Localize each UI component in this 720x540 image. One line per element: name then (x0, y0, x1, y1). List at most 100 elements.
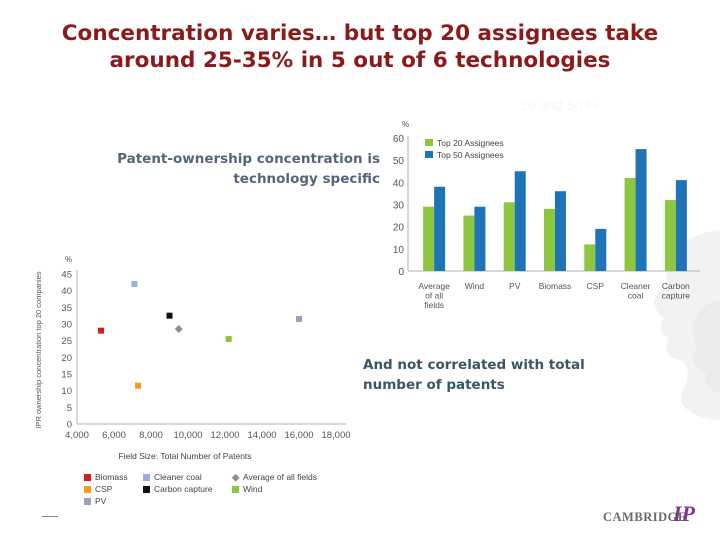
bar-green (584, 244, 596, 271)
bar-category-label-line: Wind (465, 281, 485, 291)
scatter-legend-swatch (231, 473, 240, 482)
bar-blue (635, 149, 647, 271)
scatter-y-tick-label: 0 (67, 420, 72, 431)
scatter-legend-swatch (84, 474, 91, 481)
ghost-text: 20 and 50 Fi (520, 97, 598, 113)
scatter-legend-label: Cleaner coal (154, 472, 202, 482)
bar-blue (555, 191, 566, 271)
scatter-x-tick-label: 16,000 (284, 430, 313, 441)
scatter-x-tick-label: 6,000 (102, 430, 126, 441)
bar-blue (595, 228, 607, 271)
bar-category-label-line: Average (418, 281, 450, 291)
scatter-x-tick-label: 4,000 (65, 430, 89, 441)
scatter-legend-swatch (84, 486, 91, 493)
scatter-y-tick-label: 40 (61, 286, 72, 297)
title-line-1: Concentration varies… but top 20 assigne… (61, 21, 659, 46)
bar-category-label-line: PV (509, 281, 521, 291)
scatter-x-tick-label: 18,000 (321, 430, 350, 441)
bar-blue (514, 171, 526, 271)
scatter-point (98, 327, 105, 334)
scatter-y-tick-label: 45 (61, 270, 72, 281)
bar-y-tick-label: 20 (393, 223, 405, 234)
scatter-point (166, 312, 173, 319)
title-line-2: around 25-35% in 5 out of 6 technologies (109, 48, 611, 73)
scatter-unit-label: % (65, 255, 72, 264)
bar-category-label-line: capture (662, 291, 691, 301)
scatter-y-axis-title: IPR ownership concentration top 20 compa… (34, 271, 43, 428)
bar-legend-label: Top 50 Assignees (437, 150, 504, 160)
bar-y-tick-label: 0 (398, 267, 404, 278)
scatter-y-tick-label: 10 (61, 386, 72, 397)
bar-green (423, 206, 435, 271)
caption-line-2: technology specific (233, 171, 380, 187)
bar-green (503, 202, 515, 271)
bar-category-label: CSP (587, 281, 605, 291)
scatter-legend-label: PV (95, 496, 107, 506)
scatter-x-tick-label: 12,000 (210, 430, 239, 441)
bar-legend-label: Top 20 Assignees (437, 138, 504, 148)
caption-line-1: Patent-ownership concentration is (117, 151, 380, 167)
footer-mark (42, 516, 58, 517)
scatter-legend-label: Average of all fields (243, 472, 317, 482)
scatter-legend-label: CSP (95, 484, 113, 494)
bar-category-label: Carbon capture (662, 281, 691, 301)
bar-category-label-line: of all (425, 291, 443, 301)
scatter-point (225, 336, 232, 342)
scatter-legend-label: Biomass (95, 472, 128, 482)
correlation-line-1: And not correlated with total (363, 357, 585, 373)
bar-category-label: Average of all fields (418, 281, 450, 310)
bar-legend-swatch (425, 139, 433, 146)
scatter-legend-label: Wind (243, 484, 263, 494)
cambridge-ip-logo: CAMBRIDGE IP (598, 498, 710, 538)
bar-category-label-line: CSP (587, 281, 605, 291)
scatter-point (131, 281, 138, 287)
scatter-x-axis-title: Field Size: Total Number of Patents (118, 451, 251, 461)
scatter-y-tick-label: 35 (61, 303, 72, 314)
bar-category-label: Biomass (539, 281, 572, 291)
logo-text: CAMBRIDGE (603, 510, 687, 524)
slide-title: Concentration varies… but top 20 assigne… (10, 20, 710, 74)
bar-y-tick-label: 60 (393, 134, 405, 145)
scatter-x-tick-label: 10,000 (173, 430, 202, 441)
bar-category-label-line: Carbon (662, 281, 690, 291)
scatter-y-tick-label: 25 (61, 336, 72, 347)
bar-green (624, 177, 636, 271)
scatter-point (135, 382, 142, 389)
bar-green (664, 200, 676, 271)
scatter-y-tick-label: 30 (61, 320, 72, 331)
scatter-x-tick-label: 8,000 (139, 430, 163, 441)
bar-green (463, 215, 475, 271)
concentration-caption: Patent-ownership concentration is techno… (40, 149, 380, 189)
scatter-legend-swatch (143, 486, 150, 493)
scatter-point (296, 316, 302, 322)
scatter-legend-swatch (84, 498, 91, 505)
scatter-legend-swatch (143, 474, 150, 481)
bar-blue (675, 180, 687, 271)
bar-category-label: Wind (465, 281, 485, 291)
bar-category-label-line: coal (628, 291, 644, 301)
scatter-y-tick-label: 5 (67, 403, 72, 414)
bar-blue (474, 206, 486, 271)
bar-category-label-line: fields (424, 300, 444, 310)
scatter-x-tick-label: 14,000 (247, 430, 276, 441)
scatter-y-tick-label: 15 (61, 370, 72, 381)
bar-category-label-line: Cleaner (621, 281, 651, 291)
logo-ip: IP (673, 501, 695, 526)
bar-blue (434, 186, 446, 271)
correlation-caption: And not correlated with total number of … (363, 355, 663, 395)
scatter-point-diamond (174, 325, 183, 333)
correlation-line-2: number of patents (363, 377, 505, 393)
bar-y-tick-label: 30 (393, 201, 405, 212)
bar-legend-swatch (425, 151, 433, 158)
scatter-legend-label: Carbon capture (154, 484, 213, 494)
bar-y-tick-label: 40 (393, 178, 405, 189)
bar-category-label: Cleaner coal (621, 281, 651, 301)
bar-y-tick-label: 10 (393, 245, 405, 256)
bar-category-label-line: Biomass (539, 281, 572, 291)
bar-unit-label: % (402, 120, 409, 129)
scatter-y-tick-label: 20 (61, 353, 72, 364)
bar-y-tick-label: 50 (393, 156, 405, 167)
